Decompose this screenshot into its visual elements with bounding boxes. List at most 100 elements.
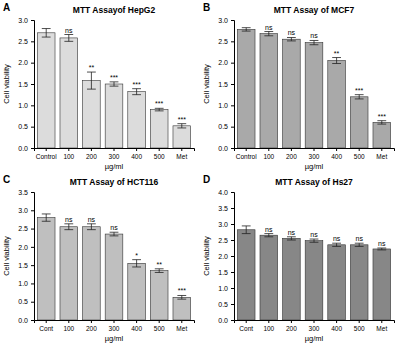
y-tick-mark — [31, 229, 34, 230]
significance: *** — [378, 113, 386, 120]
error-bar — [287, 37, 296, 40]
y-tick-label: 1.5 — [218, 269, 228, 276]
y-tick-label: 2.0 — [18, 244, 28, 251]
y-tick-mark — [31, 210, 34, 211]
y-tick: 1.5 — [218, 81, 234, 88]
significance: ns — [333, 235, 341, 242]
significance: ** — [334, 50, 340, 57]
y-tick: 0.0 — [18, 145, 34, 152]
y-tick-label: 1.0 — [218, 285, 228, 292]
y-tick-label: 2.5 — [18, 225, 28, 232]
bar — [350, 97, 368, 148]
y-tick-label: 1.0 — [218, 102, 228, 109]
x-tick-label: 500 — [154, 153, 165, 160]
x-tick-label: 100 — [63, 153, 74, 160]
error-bar — [87, 72, 96, 89]
x-axis-line — [35, 149, 195, 152]
x-tick-mark — [46, 148, 47, 151]
error-bar — [242, 226, 251, 234]
x-tick: Cont — [39, 320, 53, 332]
x-tick: Met — [176, 320, 187, 332]
y-tick: 0.5 — [18, 298, 34, 305]
error-bar — [310, 40, 319, 44]
y-axis-line — [231, 193, 235, 321]
error-bar — [264, 32, 273, 36]
significance: *** — [178, 116, 186, 123]
x-tick: 500 — [354, 320, 365, 332]
x-tick-label: 200 — [286, 153, 297, 160]
y-tick-mark — [31, 192, 34, 193]
x-tick-label: 100 — [263, 153, 274, 160]
y-tick-label: 3.0 — [18, 207, 28, 214]
x-tick-label: 500 — [354, 325, 365, 332]
y-tick-mark — [31, 105, 34, 106]
bar — [37, 218, 55, 320]
x-tick-mark — [291, 148, 292, 151]
error-bar — [287, 237, 296, 240]
x-tick-mark — [246, 320, 247, 323]
plot: 0.00.51.01.52.02.53.0Control100200300400… — [218, 17, 394, 160]
y-tick: 1.0 — [218, 102, 234, 109]
y-tick: 3.0 — [18, 207, 34, 214]
x-tick-mark — [181, 320, 182, 323]
y-tick-label: 3.5 — [218, 205, 228, 212]
x-tick: 100 — [63, 320, 74, 332]
x-tick-mark — [268, 148, 269, 151]
panel: CMTT Assay of HCT1160.00.51.01.52.02.53.… — [2, 174, 195, 343]
y-tick-mark — [231, 63, 234, 64]
y-tick-mark — [31, 283, 34, 284]
y-tick: 2.5 — [18, 225, 34, 232]
x-tick-mark — [359, 320, 360, 323]
x-tick-label: 400 — [331, 325, 342, 332]
y-tick-label: 2.5 — [18, 38, 28, 45]
marks — [37, 29, 190, 148]
significance: *** — [355, 87, 363, 94]
y-tick-mark — [231, 320, 234, 321]
x-tick-label: Met — [176, 153, 187, 160]
y-tick: 1.0 — [18, 102, 34, 109]
y-tick-mark — [231, 84, 234, 85]
title: MTT Assay of MCF7 — [274, 5, 355, 15]
significance: *** — [178, 287, 186, 294]
x-tick-label: 400 — [131, 153, 142, 160]
y-tick-mark — [31, 247, 34, 248]
x-tick: 100 — [63, 148, 74, 160]
x-tick: 500 — [354, 148, 365, 160]
x-tick: 400 — [331, 320, 342, 332]
x-axis-title: µg/ml — [105, 334, 124, 343]
significance: ** — [156, 261, 162, 268]
x-tick-label: Control — [236, 153, 258, 160]
y-tick-mark — [31, 84, 34, 85]
error-bar — [42, 29, 51, 38]
y-tick-label: 1.5 — [18, 262, 28, 269]
y-tick: 3.0 — [18, 17, 34, 24]
y-tick: 0.5 — [218, 301, 234, 308]
significance: ns — [355, 235, 363, 242]
error-bar — [110, 82, 119, 86]
marks — [37, 214, 190, 320]
y-tick: 0.0 — [218, 145, 234, 152]
significance: *** — [155, 100, 163, 107]
significance: ns — [265, 24, 273, 31]
bar — [305, 43, 323, 148]
error-bar — [355, 95, 364, 99]
y-tick-mark — [231, 20, 234, 21]
significance: ns — [288, 229, 296, 236]
x-tick-mark — [381, 148, 382, 151]
y-tick: 2.5 — [218, 38, 234, 45]
x-axis: Cont100200300400500Met — [235, 320, 395, 332]
bar — [237, 230, 255, 320]
significance: ns — [88, 216, 96, 223]
x-axis: Control100200300400500Met — [235, 148, 395, 160]
panel-label: B — [203, 2, 210, 13]
y-tick: 3.5 — [18, 189, 34, 196]
y-tick: 1.5 — [18, 81, 34, 88]
bar — [150, 110, 168, 148]
bar — [237, 29, 255, 148]
x-tick: Control — [36, 148, 58, 160]
bar — [305, 241, 323, 320]
error-bar — [242, 28, 251, 31]
y-tick-label: 2.0 — [218, 59, 228, 66]
error-bar — [110, 232, 119, 236]
x-tick-label: 100 — [63, 325, 74, 332]
